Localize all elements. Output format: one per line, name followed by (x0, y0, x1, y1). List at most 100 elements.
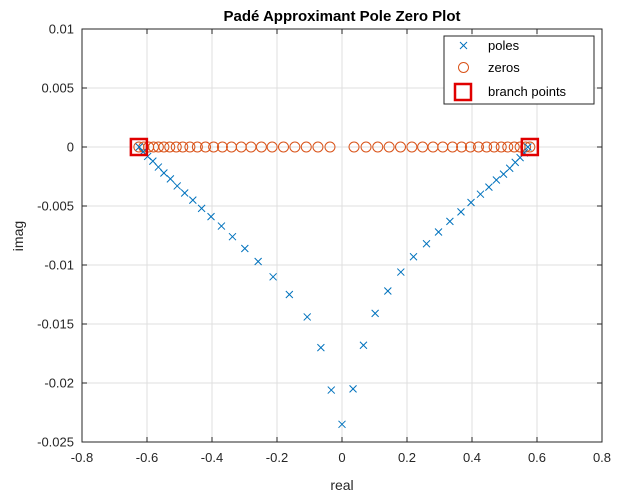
pole-marker (285, 290, 294, 299)
zero-marker (372, 141, 384, 153)
zero-marker (524, 141, 536, 153)
y-tick-label: 0.01 (49, 22, 74, 37)
x-tick-label: -0.2 (266, 450, 288, 465)
x-tick-label: -0.6 (136, 450, 158, 465)
zero-marker (406, 141, 418, 153)
pole-marker (383, 287, 392, 295)
zero-marker (216, 141, 228, 153)
zero-marker (170, 141, 182, 153)
y-tick-label: -0.015 (37, 317, 74, 332)
pole-marker (499, 170, 508, 178)
data-markers (129, 137, 540, 429)
pole-marker (485, 183, 493, 191)
pole-marker (188, 196, 197, 204)
zero-marker (152, 141, 164, 153)
zero-marker (447, 141, 458, 153)
pole-marker (371, 309, 380, 318)
branch-point-marker (129, 137, 149, 157)
zero-marker (278, 141, 289, 153)
pole-marker (446, 217, 454, 226)
tick-labels: -0.8 -0.6 -0.4 -0.2 0 0.2 0.4 0.6 0.8 -0.025 -0.02… (37, 22, 611, 466)
pole-marker (349, 385, 357, 393)
pole-marker (207, 212, 215, 221)
x-tick-label: 0.2 (398, 450, 416, 465)
y-tick-label: -0.005 (37, 199, 74, 214)
y-tick-label: -0.02 (44, 376, 74, 391)
y-tick-label: -0.01 (44, 258, 74, 273)
y-axis-label: imag (10, 221, 26, 251)
pole-marker (269, 272, 277, 281)
pole-marker (396, 268, 405, 276)
pole-marker (135, 143, 144, 151)
pole-marker (240, 244, 249, 253)
zero-marker (348, 141, 360, 153)
branch-points-series (129, 137, 540, 157)
chart-title: Padé Approximant Pole Zero Plot (224, 8, 461, 25)
legend-poles-marker (459, 41, 468, 50)
zero-marker (191, 141, 203, 153)
x-axis-label: real (330, 477, 353, 493)
legend-box (443, 35, 595, 105)
legend-zeros-label: zeros (488, 60, 520, 75)
x-tick-label: 0.8 (593, 450, 611, 465)
y-tick-label: -0.025 (37, 435, 74, 450)
zero-marker (360, 141, 372, 153)
pole-marker (254, 257, 263, 266)
pole-marker (434, 228, 443, 236)
zero-marker (177, 141, 189, 153)
zero-marker (508, 141, 520, 153)
pole-marker (228, 232, 237, 241)
zero-marker (456, 141, 468, 153)
pole-marker (359, 341, 368, 350)
x-tick-label: 0 (338, 450, 345, 465)
pole-marker (303, 313, 312, 321)
zero-marker (312, 141, 324, 153)
pole-marker (160, 169, 168, 177)
zero-marker (184, 141, 196, 153)
zero-marker (502, 141, 514, 153)
x-tick-label: 0.6 (528, 450, 546, 465)
branch-point-marker (520, 137, 540, 157)
zero-marker (255, 141, 267, 153)
zero-marker (495, 141, 507, 153)
y-tick-label: 0.005 (41, 81, 74, 96)
pole-marker (467, 198, 475, 207)
zero-marker (208, 141, 220, 153)
pole-marker (338, 420, 346, 429)
pole-marker (476, 190, 485, 199)
legend-branch-points-marker (453, 82, 473, 102)
pole-marker (422, 239, 431, 248)
zero-marker (395, 141, 406, 153)
pole-marker (492, 176, 501, 184)
zero-marker (488, 141, 500, 153)
legend-branch-points-label: branch points (488, 84, 567, 99)
zero-marker (266, 141, 278, 153)
pole-marker (524, 143, 532, 151)
pole-marker (327, 386, 336, 394)
pole-marker (173, 182, 182, 190)
pole-marker (409, 252, 418, 261)
zero-marker (464, 141, 476, 153)
pole-marker (197, 204, 206, 213)
x-tick-label: -0.8 (71, 450, 93, 465)
zero-marker (481, 141, 493, 153)
pole-marker (217, 222, 226, 230)
zero-marker (158, 141, 170, 153)
pole-marker (457, 208, 465, 216)
zero-marker (300, 141, 312, 153)
pole-marker (166, 175, 175, 183)
zero-marker (383, 141, 395, 153)
poles-series (135, 143, 532, 429)
zero-marker (200, 141, 211, 153)
legend-poles-label: poles (488, 38, 520, 53)
pole-marker (317, 343, 325, 352)
zero-marker (164, 141, 176, 153)
zero-marker (289, 141, 301, 153)
x-tick-label: 0.4 (463, 450, 481, 465)
legend-zeros-marker (458, 62, 469, 73)
legend: poles zeros branch points (443, 35, 595, 105)
zero-marker (324, 141, 336, 153)
zero-marker (473, 141, 484, 153)
pole-marker (180, 189, 189, 197)
